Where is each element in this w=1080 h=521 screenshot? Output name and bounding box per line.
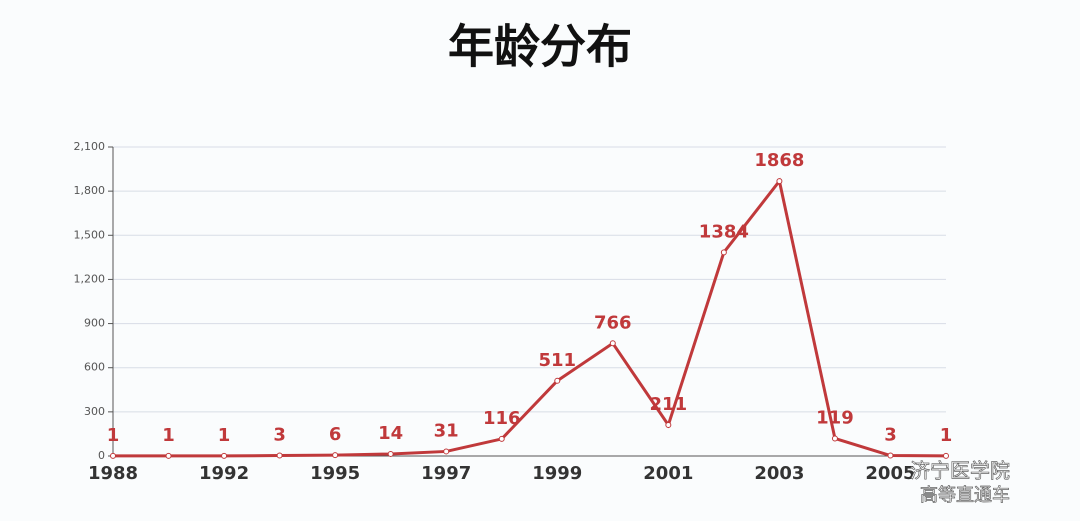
point <box>943 452 949 459</box>
data-label: 1384 <box>699 221 749 242</box>
x-tick-label: 1999 <box>532 463 582 484</box>
y-tick-label: 900 <box>84 317 105 330</box>
point <box>609 340 616 347</box>
y-tick-label: 1,800 <box>74 184 106 197</box>
x-tick-label: 2003 <box>754 463 804 484</box>
data-label: 211 <box>650 394 688 415</box>
data-label: 766 <box>594 312 632 333</box>
data-label: 31 <box>434 420 459 441</box>
y-tick-label: 2,100 <box>74 140 106 153</box>
point <box>332 452 339 459</box>
data-label: 1 <box>107 425 120 446</box>
data-label: 14 <box>378 423 403 444</box>
y-tick-label: 1,500 <box>74 228 106 241</box>
point <box>776 178 783 185</box>
watermark: 高等直通车 <box>920 485 1010 506</box>
data-label: 119 <box>816 407 854 428</box>
data-label: 3 <box>273 425 286 446</box>
x-tick-label: 1988 <box>88 463 138 484</box>
y-tick-label: 0 <box>98 449 105 462</box>
point <box>720 249 727 256</box>
x-tick-label: 1997 <box>421 463 471 484</box>
point <box>831 435 838 442</box>
data-label: 1868 <box>754 150 804 171</box>
point <box>165 452 172 459</box>
point <box>887 452 894 459</box>
x-tick-label: 1992 <box>199 463 249 484</box>
x-tick-label: 2005 <box>865 463 915 484</box>
point <box>443 448 450 455</box>
point <box>665 421 672 428</box>
point <box>221 452 228 459</box>
data-label: 1 <box>218 425 231 446</box>
y-tick-label: 1,200 <box>74 272 106 285</box>
data-label: 6 <box>329 424 342 445</box>
data-label: 511 <box>538 350 576 371</box>
point <box>276 452 283 459</box>
data-label: 1 <box>162 425 175 446</box>
data-label: 116 <box>483 408 521 429</box>
line <box>113 177 947 458</box>
data-label: 1 <box>940 425 953 446</box>
point <box>498 435 505 442</box>
x-tick-label: 1995 <box>310 463 360 484</box>
point <box>110 452 116 459</box>
point <box>554 377 561 384</box>
data-label: 3 <box>884 425 897 446</box>
x-tick-label: 2001 <box>643 463 693 484</box>
y-tick-label: 300 <box>84 405 105 418</box>
point <box>387 450 394 457</box>
chart-title: 年龄分布 <box>448 20 632 74</box>
watermark: 济宁医学院 <box>910 459 1010 483</box>
y-tick-label: 600 <box>84 361 105 374</box>
